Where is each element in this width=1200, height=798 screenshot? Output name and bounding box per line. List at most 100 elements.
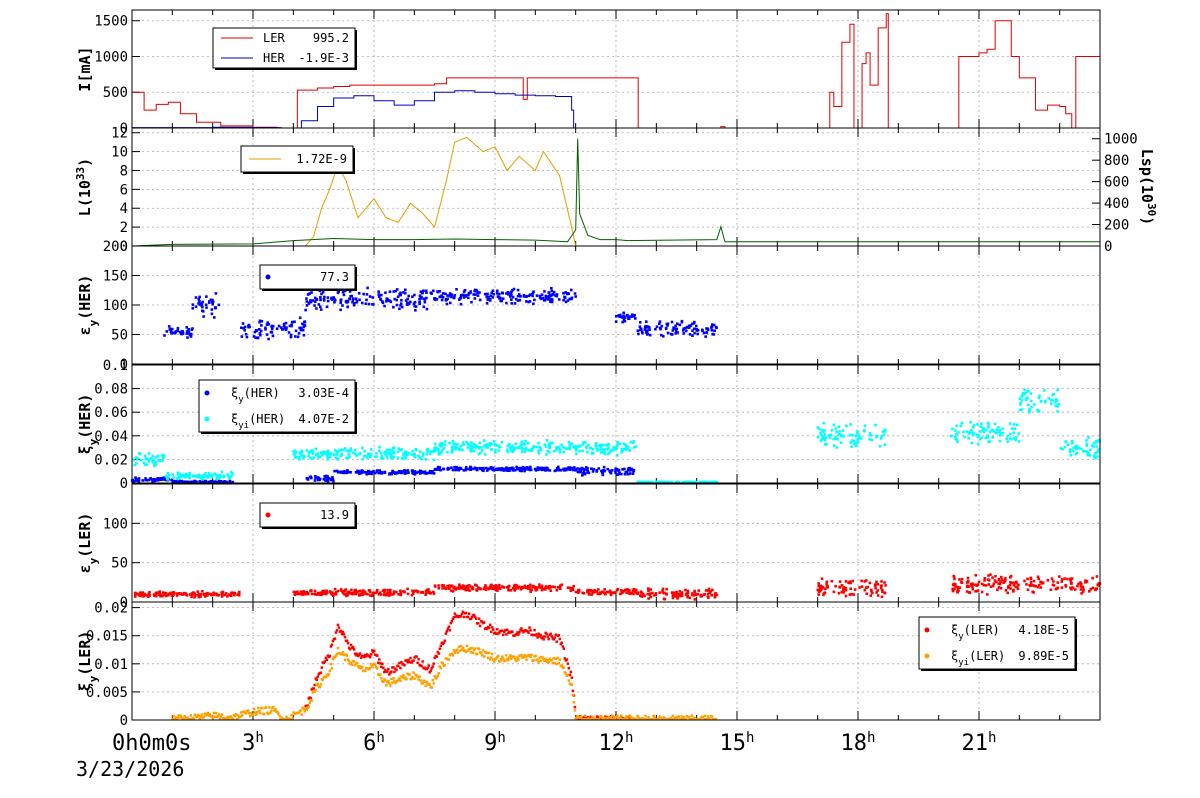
data-point bbox=[366, 592, 369, 596]
data-point bbox=[345, 639, 349, 643]
data-point bbox=[375, 455, 378, 458]
data-point bbox=[462, 584, 465, 588]
data-point bbox=[342, 471, 346, 475]
data-point bbox=[464, 465, 468, 469]
data-point bbox=[505, 633, 508, 636]
data-point bbox=[167, 325, 171, 328]
data-point bbox=[987, 574, 990, 577]
data-point bbox=[850, 445, 853, 448]
data-point bbox=[371, 650, 375, 654]
data-point bbox=[628, 589, 631, 592]
data-point bbox=[878, 445, 882, 448]
data-point bbox=[529, 590, 533, 594]
data-point bbox=[167, 592, 171, 596]
data-point bbox=[345, 471, 348, 475]
data-point bbox=[566, 673, 570, 677]
y-axis-label: ξy(HER) bbox=[76, 394, 100, 455]
data-point bbox=[663, 480, 667, 484]
data-point bbox=[707, 595, 710, 599]
data-point bbox=[592, 467, 596, 471]
data-point bbox=[207, 474, 211, 477]
y-tick-label: 8 bbox=[120, 163, 128, 179]
data-point bbox=[581, 471, 585, 475]
data-point bbox=[310, 699, 313, 702]
data-point bbox=[522, 656, 525, 659]
data-point bbox=[830, 579, 834, 583]
data-point bbox=[322, 661, 326, 665]
data-point bbox=[180, 479, 183, 483]
data-point bbox=[626, 313, 629, 317]
data-point bbox=[1060, 580, 1064, 583]
data-point bbox=[568, 447, 572, 451]
data-point bbox=[421, 454, 425, 457]
data-point bbox=[866, 585, 870, 589]
data-point bbox=[395, 668, 398, 672]
data-point bbox=[136, 456, 139, 460]
data-point bbox=[606, 717, 610, 721]
data-point bbox=[482, 655, 486, 658]
data-point bbox=[506, 291, 510, 294]
data-point bbox=[352, 660, 356, 663]
data-point bbox=[686, 589, 690, 593]
data-point bbox=[1085, 450, 1089, 454]
data-point bbox=[692, 593, 696, 597]
data-point bbox=[282, 322, 286, 326]
data-point bbox=[554, 633, 557, 637]
data-point bbox=[478, 441, 482, 445]
data-point bbox=[460, 612, 464, 616]
data-point bbox=[976, 435, 980, 439]
data-point bbox=[822, 421, 825, 425]
data-point bbox=[987, 423, 990, 427]
data-point bbox=[347, 590, 351, 594]
y2-axis-label: Lsp(1030) bbox=[1138, 149, 1159, 225]
data-point bbox=[468, 589, 471, 592]
data-point bbox=[951, 583, 955, 587]
data-point bbox=[972, 583, 976, 587]
data-point bbox=[412, 590, 416, 593]
data-point bbox=[636, 714, 639, 718]
data-point bbox=[1016, 587, 1020, 591]
data-point bbox=[1084, 449, 1087, 453]
data-point bbox=[439, 666, 443, 670]
data-point bbox=[343, 448, 346, 451]
data-point bbox=[383, 304, 386, 308]
data-point bbox=[706, 480, 709, 484]
data-point bbox=[267, 322, 271, 326]
data-point bbox=[408, 673, 411, 676]
data-point bbox=[215, 480, 218, 484]
data-point bbox=[334, 631, 338, 634]
data-point bbox=[354, 297, 358, 301]
data-point bbox=[849, 423, 852, 426]
data-point bbox=[319, 671, 323, 674]
data-point bbox=[373, 471, 377, 475]
data-point bbox=[632, 592, 635, 596]
data-point bbox=[160, 459, 164, 463]
data-point bbox=[162, 476, 166, 480]
data-point bbox=[359, 666, 363, 670]
data-point bbox=[537, 586, 540, 589]
data-point bbox=[490, 652, 494, 656]
data-point bbox=[324, 675, 328, 679]
data-point bbox=[367, 302, 371, 306]
data-point bbox=[243, 325, 247, 329]
data-point bbox=[557, 634, 561, 637]
data-point bbox=[492, 292, 495, 296]
data-point bbox=[557, 661, 561, 665]
data-point bbox=[546, 295, 549, 299]
data-point bbox=[962, 430, 965, 434]
data-point bbox=[298, 455, 301, 459]
y-tick-label: 1000 bbox=[94, 49, 128, 65]
data-point bbox=[553, 585, 556, 589]
data-point bbox=[472, 467, 475, 471]
data-point bbox=[486, 298, 489, 301]
data-point bbox=[567, 666, 571, 670]
data-point bbox=[415, 674, 418, 677]
data-point bbox=[1006, 591, 1010, 595]
data-point bbox=[475, 589, 479, 592]
data-point bbox=[256, 710, 259, 714]
data-point bbox=[244, 712, 248, 715]
data-point bbox=[577, 718, 581, 721]
data-point bbox=[212, 591, 216, 595]
data-point bbox=[610, 469, 614, 472]
data-point bbox=[954, 583, 957, 586]
